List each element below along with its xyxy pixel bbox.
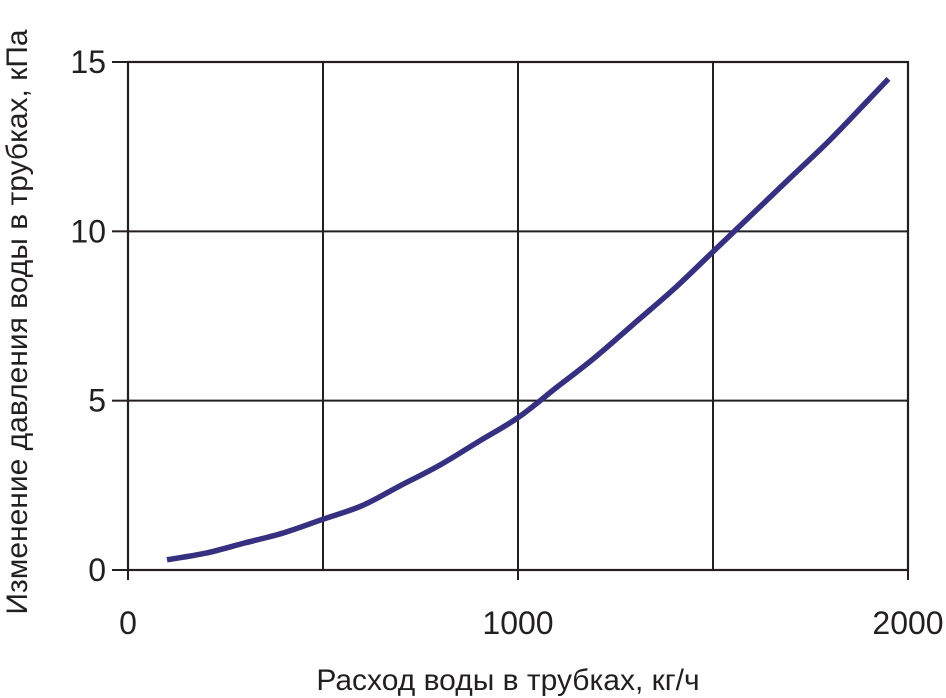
x-tick-label: 0 xyxy=(119,605,137,641)
x-tick-label: 2000 xyxy=(872,605,943,641)
x-tick-label: 1000 xyxy=(482,605,553,641)
grid xyxy=(128,62,908,570)
y-tick-label: 5 xyxy=(88,383,106,419)
y-tick-label: 0 xyxy=(88,552,106,588)
series-line xyxy=(166,77,891,563)
y-axis-title: Изменение давления воды в трубках, кПа xyxy=(1,29,34,614)
axis-ticks: 0 5 10 15 0 1000 2000 xyxy=(70,44,943,641)
series-group xyxy=(166,77,891,563)
y-tick-label: 15 xyxy=(70,44,106,80)
x-axis-title: Расход воды в трубках, кг/ч xyxy=(316,664,699,697)
y-tick-label: 10 xyxy=(70,213,106,249)
